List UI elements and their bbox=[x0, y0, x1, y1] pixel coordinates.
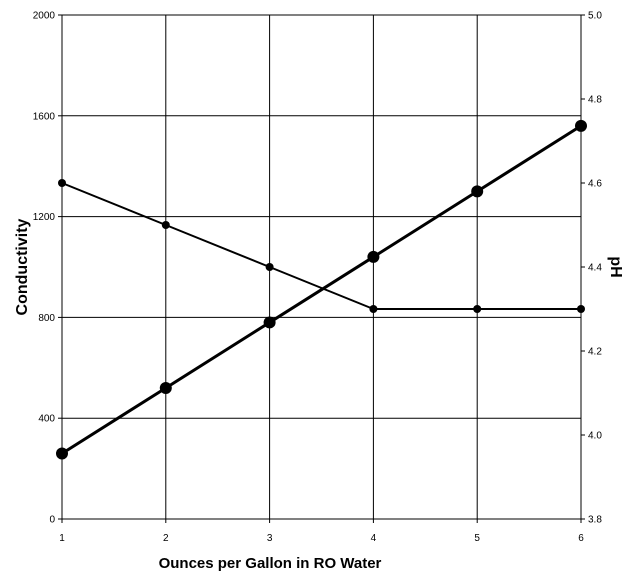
left-axis-title: Conductivity bbox=[14, 218, 31, 315]
plot-frame bbox=[61, 14, 582, 520]
conductivity-point bbox=[56, 447, 68, 460]
x-tick-label: 5 bbox=[474, 533, 480, 544]
x-axis-ticks: 1 2 3 4 5 6 bbox=[59, 519, 584, 544]
right-tick-label: 5.0 bbox=[588, 11, 602, 22]
right-axis-title: pH bbox=[607, 256, 624, 277]
series-layer bbox=[56, 119, 587, 460]
left-tick-label: 2000 bbox=[33, 11, 56, 22]
right-tick-label: 4.4 bbox=[588, 263, 602, 274]
conductivity-point bbox=[575, 119, 587, 132]
conductivity-point bbox=[263, 316, 276, 329]
conductivity-point bbox=[471, 185, 484, 198]
left-tick-label: 0 bbox=[49, 515, 55, 526]
ph-point bbox=[577, 305, 585, 313]
ph-line bbox=[61, 182, 581, 310]
ph-point bbox=[161, 221, 170, 229]
left-tick-label: 400 bbox=[38, 414, 55, 425]
grid-lines bbox=[61, 14, 582, 520]
conductivity-line bbox=[61, 124, 582, 455]
right-tick-label: 3.8 bbox=[588, 515, 602, 526]
right-tick-label: 4.0 bbox=[588, 431, 602, 442]
x-tick-label: 2 bbox=[163, 533, 169, 544]
left-tick-label: 1600 bbox=[33, 111, 56, 122]
right-tick-label: 4.6 bbox=[588, 179, 602, 190]
x-tick-label: 1 bbox=[59, 533, 65, 544]
left-tick-label: 1200 bbox=[33, 212, 56, 223]
ph-point bbox=[265, 263, 274, 271]
x-tick-label: 4 bbox=[371, 533, 377, 544]
left-tick-label: 800 bbox=[38, 313, 55, 324]
x-axis-title: Ounces per Gallon in RO Water bbox=[159, 555, 382, 572]
conductivity-point bbox=[367, 250, 380, 263]
right-tick-label: 4.2 bbox=[588, 347, 602, 358]
ph-point bbox=[473, 305, 482, 313]
conductivity-point bbox=[159, 381, 172, 394]
x-tick-label: 3 bbox=[267, 533, 273, 544]
x-tick-label: 6 bbox=[578, 533, 584, 544]
right-axis-ticks: 3.8 4.0 4.2 4.4 4.6 4.8 5.0 bbox=[581, 11, 602, 526]
ph-point bbox=[369, 305, 378, 313]
right-tick-label: 4.8 bbox=[588, 95, 602, 106]
left-axis-ticks: 0 400 800 1200 1600 2000 bbox=[33, 11, 62, 526]
ph-point bbox=[58, 179, 66, 187]
